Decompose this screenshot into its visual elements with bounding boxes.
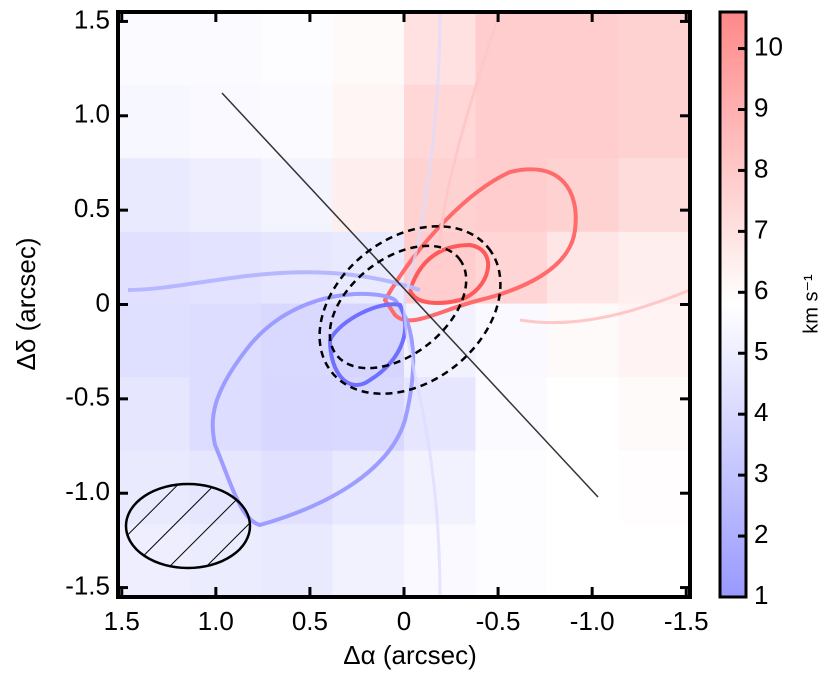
dashed-ellipse [318,225,502,395]
map-cell [118,12,190,86]
map-cell [547,12,619,86]
map-cell [404,158,476,233]
x-tick-label: -0.5 [476,606,521,636]
map-cell [618,524,690,597]
y-tick-label: 0 [96,287,110,317]
map-cell [189,377,262,452]
map-cell [404,377,476,452]
map-cell [547,524,619,597]
dashed-ellipse [328,244,468,370]
map-cell [118,231,190,306]
map-cell [332,158,405,233]
blue-contour [327,302,408,387]
map-cell [475,12,548,86]
map-cell [618,84,690,159]
y-tick-label: 1.0 [74,99,110,129]
map-cell [618,158,690,233]
major-axis-line [221,92,599,498]
y-tick-label: -1.0 [65,476,110,506]
map-cell [332,303,405,378]
map-cell [404,303,476,378]
y-tick-label: 0.5 [74,193,110,223]
y-tick-label: -1.5 [65,570,110,600]
x-tick-label: 0.5 [292,606,328,636]
blue-contour [127,270,421,292]
colorbar-tick-label: 8 [754,153,768,183]
y-tick-label: 1.5 [74,4,110,34]
x-tick-label: 1.5 [104,606,140,636]
map-cell [261,84,333,159]
map-cell [618,377,690,452]
map-cell [332,377,405,452]
map-cell [261,12,333,86]
colorbar-tick-label: 5 [754,336,768,366]
colorbar-label: km s⁻¹ [800,274,822,334]
map-cell [261,158,333,233]
colorbar-tick-label: 2 [754,519,768,549]
map-cell [475,377,548,452]
colorbar-tick-label: 3 [754,458,768,488]
faint-contour [403,12,442,597]
colorbar-tick-label: 6 [754,275,768,305]
x-tick-label: 1.0 [198,606,234,636]
map-cell [261,377,333,452]
x-tick-label: 0 [397,606,411,636]
beam [124,482,252,570]
map-cell [189,158,262,233]
x-axis-label: Δα (arcsec) [343,640,477,670]
map-cell [118,158,190,233]
map-cell [618,12,690,86]
colorbar-tick-label: 9 [754,92,768,122]
map-cell [618,303,690,378]
map-cell [118,377,190,452]
map-cell [547,158,619,233]
colorbar-tick-label: 10 [754,31,783,61]
map-cell [547,377,619,452]
red-contour [382,167,578,323]
map-cell [475,524,548,597]
velocity-map [118,12,690,597]
map-cell [547,231,619,306]
faint-contour [519,288,690,325]
map-cell [547,450,619,525]
map-cell [118,303,190,378]
map-cell [118,84,190,159]
colorbar-tick-label: 7 [754,214,768,244]
map-cell [547,84,619,159]
map-cell [475,84,548,159]
map-cell [189,303,262,378]
map-cell [475,303,548,378]
map-cell [261,303,333,378]
x-tick-label: -1.0 [570,606,615,636]
faint-contour [438,12,502,251]
x-tick-label: -1.5 [664,606,709,636]
map-cell [189,231,262,306]
overlays [124,12,690,597]
colorbar-tick-label: 1 [754,580,768,610]
map-cell [189,12,262,86]
map-cell [404,450,476,525]
map-cell [261,231,333,306]
y-axis-label: Δδ (arcsec) [11,238,41,371]
map-cell [332,84,405,159]
red-contour [407,242,490,305]
colorbar [718,10,748,599]
map-cell [547,303,619,378]
y-tick-label: -0.5 [65,382,110,412]
map-cell [332,12,405,86]
map-cell [332,524,405,597]
map-cell [475,450,548,525]
map-cell [261,524,333,597]
map-cell [618,450,690,525]
colorbar-tick-label: 4 [754,397,768,427]
